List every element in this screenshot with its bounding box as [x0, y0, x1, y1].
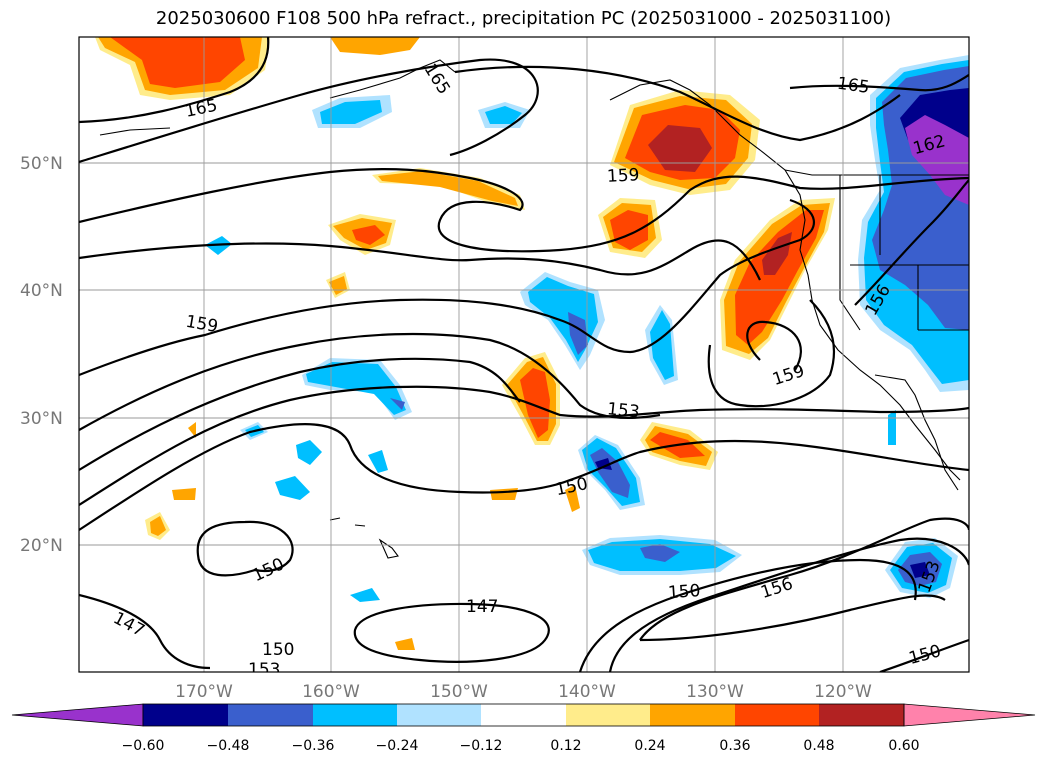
graticule [79, 37, 969, 672]
colorbar-tick-label: −0.48 [207, 738, 250, 754]
colorbar-tick-label: 0.24 [634, 738, 665, 754]
colorbar-swatch [481, 704, 566, 726]
colorbar-tick-label: 0.60 [888, 738, 919, 754]
contour-label: 165 [836, 74, 871, 98]
lon-label-140w: 140°W [558, 682, 616, 702]
colorbar: −0.60 −0.48 −0.36 −0.24 −0.12 0.12 0.24 … [11, 703, 1036, 754]
colorbar-tick-label: −0.24 [376, 738, 419, 754]
map-title: 2025030600 F108 500 hPa refract., precip… [155, 8, 892, 29]
colorbar-extend-low [11, 703, 144, 727]
colorbar-swatch [143, 704, 228, 726]
lat-label-50n: 50°N [20, 154, 63, 174]
colorbar-swatch [228, 704, 313, 726]
lon-label-150w: 150°W [430, 682, 488, 702]
refractivity-contours [79, 37, 969, 672]
colorbar-swatch [397, 704, 481, 726]
contour-label: 159 [607, 165, 640, 187]
lon-label-130w: 130°W [686, 682, 744, 702]
colorbar-swatch [650, 704, 735, 726]
lon-label-170w: 170°W [175, 682, 233, 702]
lon-label-160w: 160°W [302, 682, 360, 702]
lat-label-40n: 40°N [20, 281, 63, 301]
colorbar-tick-label: 0.48 [803, 738, 834, 754]
colorbar-tick-label: −0.36 [292, 738, 335, 754]
lat-label-30n: 30°N [20, 409, 63, 429]
colorbar-swatch [819, 704, 904, 726]
map-frame [78, 36, 970, 673]
colorbar-tick-label: −0.60 [122, 738, 165, 754]
colorbar-swatch [735, 704, 819, 726]
contour-label: 150 [262, 640, 294, 660]
contour-label: 153 [606, 399, 640, 422]
colorbar-swatch [566, 704, 650, 726]
contour-label: 153 [248, 660, 280, 680]
map-area: 165 165 165 162 159 159 159 156 156 153 … [79, 37, 969, 680]
lon-label-120w: 120°W [814, 682, 872, 702]
contour-label: 150 [667, 581, 701, 603]
colorbar-extend-high [903, 703, 1036, 727]
colorbar-swatch [313, 704, 397, 726]
contour-label: 147 [466, 597, 498, 617]
colorbar-tick-label: 0.12 [550, 738, 581, 754]
colorbar-tick-label: −0.12 [460, 738, 503, 754]
lat-label-20n: 20°N [20, 536, 63, 556]
colorbar-tick-label: 0.36 [719, 738, 750, 754]
